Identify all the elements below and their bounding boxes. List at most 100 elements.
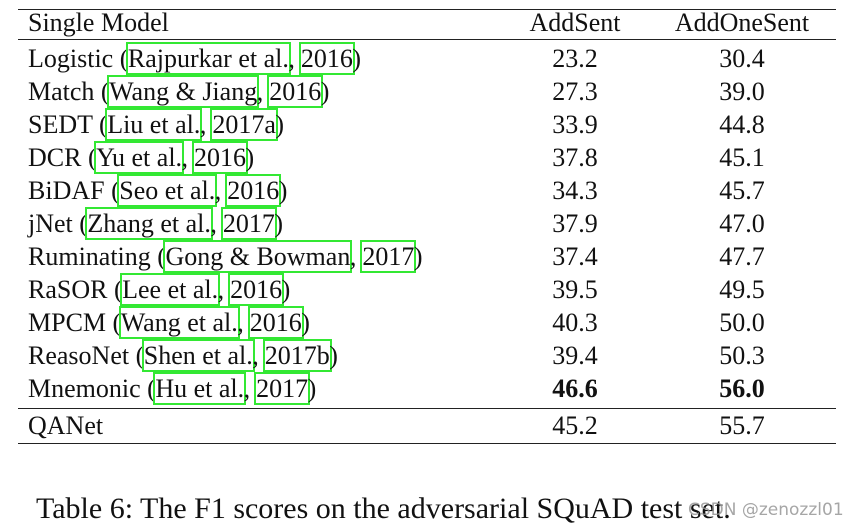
citation-link[interactable]: Zhang et al. (85, 207, 213, 240)
model-text: , (349, 242, 363, 271)
model-cell: Mnemonic (Hu et al., 2017) (28, 372, 317, 405)
model-text: QANet (28, 411, 104, 440)
score-cell: 23.2 (552, 44, 598, 73)
score-cell: 30.4 (719, 44, 765, 73)
watermark: CSDN @zenozzl01 (688, 500, 844, 520)
model-cell: RaSOR (Lee et al., 2016) (28, 273, 291, 306)
model-cell: Match (Wang & Jiang, 2016) (28, 75, 330, 108)
score-cell: 50.3 (719, 341, 765, 370)
citation-link[interactable]: 2016 (228, 273, 285, 306)
model-text: ) (301, 308, 310, 337)
model-text: , (243, 374, 257, 403)
model-cell: ReasoNet (Shen et al., 2017b) (28, 339, 338, 372)
top-rule (18, 9, 836, 10)
model-text: MPCM ( (28, 308, 122, 337)
citation-link[interactable]: Rajpurkar et al. (125, 42, 291, 75)
citation-link[interactable]: 2016 (225, 174, 282, 207)
model-text: , (210, 209, 224, 238)
citation-link[interactable]: 2017a (210, 108, 278, 141)
score-cell: 40.3 (552, 308, 598, 337)
model-text: ) (245, 143, 255, 172)
model-text: ) (352, 44, 362, 73)
bottom-rule (18, 443, 836, 444)
citation-link[interactable]: 2016 (267, 75, 324, 108)
model-text: , (237, 308, 251, 337)
score-cell: 55.7 (719, 411, 765, 440)
model-text: ) (278, 176, 288, 205)
score-cell: 44.8 (719, 110, 765, 139)
header-rule (18, 39, 836, 40)
score-cell: 37.4 (552, 242, 598, 271)
citation-link[interactable]: 2016 (298, 42, 355, 75)
model-text: ReasoNet ( (28, 341, 145, 370)
model-text: , (199, 110, 213, 139)
citation-link[interactable]: Lee et al. (120, 273, 221, 306)
score-cell: 37.8 (552, 143, 598, 172)
score-cell: 27.3 (552, 77, 598, 106)
score-cell: 39.5 (552, 275, 598, 304)
score-cell: 37.9 (552, 209, 598, 238)
score-cell: 49.5 (719, 275, 765, 304)
model-text: ) (413, 242, 423, 271)
model-text: , (256, 77, 270, 106)
citation-link[interactable]: 2016 (247, 306, 304, 339)
citation-link[interactable]: Wang et al. (118, 306, 240, 339)
model-text: , (181, 143, 195, 172)
score-cell: 33.9 (552, 110, 598, 139)
score-cell: 46.6 (552, 374, 598, 403)
model-text: SEDT ( (28, 110, 108, 139)
model-text: RaSOR ( (28, 275, 123, 304)
model-cell: QANet (28, 411, 103, 441)
citation-link[interactable]: 2017 (254, 372, 311, 405)
score-cell: 50.0 (719, 308, 765, 337)
citation-link[interactable]: 2017 (220, 207, 277, 240)
citation-link[interactable]: Shen et al. (141, 339, 255, 372)
score-cell: 45.7 (719, 176, 765, 205)
model-text: ) (274, 209, 284, 238)
model-text: ) (307, 374, 317, 403)
citation-link[interactable]: Seo et al. (117, 174, 218, 207)
score-cell: 39.4 (552, 341, 598, 370)
model-text: ) (281, 275, 291, 304)
model-text: Match ( (28, 77, 110, 106)
model-text: , (214, 176, 228, 205)
citation-link[interactable]: Hu et al. (153, 372, 247, 405)
model-text: ) (329, 341, 338, 370)
header-cell: AddOneSent (674, 8, 810, 37)
score-cell: 39.0 (719, 77, 765, 106)
score-cell: 56.0 (719, 374, 765, 403)
model-text: , (217, 275, 231, 304)
citation-link[interactable]: Wang & Jiang (107, 75, 260, 108)
score-cell: 45.1 (719, 143, 765, 172)
model-text: Logistic ( (28, 44, 129, 73)
citation-link[interactable]: Yu et al. (94, 141, 185, 174)
header-cell: Single Model (28, 8, 169, 37)
model-text: jNet ( (28, 209, 88, 238)
score-cell: 34.3 (552, 176, 598, 205)
model-cell: DCR (Yu et al., 2016) (28, 141, 255, 174)
model-text: BiDAF ( (28, 176, 120, 205)
model-text: , (252, 341, 266, 370)
separator-rule (18, 408, 836, 409)
citation-link[interactable]: Liu et al. (105, 108, 203, 141)
model-cell: BiDAF (Seo et al., 2016) (28, 174, 288, 207)
score-cell: 47.7 (719, 242, 765, 271)
model-cell: jNet (Zhang et al., 2017) (28, 207, 284, 240)
model-text: ) (275, 110, 285, 139)
caption: Table 6: The F1 scores on the adversaria… (36, 492, 731, 525)
model-text: , (288, 44, 302, 73)
citation-link[interactable]: 2017 (360, 240, 417, 273)
score-cell: 47.0 (719, 209, 765, 238)
citation-link[interactable]: Gong & Bowman (163, 240, 353, 273)
model-cell: MPCM (Wang et al., 2016) (28, 306, 310, 339)
score-cell: 45.2 (552, 411, 598, 440)
model-text: Ruminating ( (28, 242, 166, 271)
model-cell: Logistic (Rajpurkar et al., 2016) (28, 42, 362, 75)
model-text: Mnemonic ( (28, 374, 156, 403)
model-text: ) (320, 77, 330, 106)
header-cell: AddSent (529, 8, 621, 37)
citation-link[interactable]: 2017b (262, 339, 332, 372)
model-cell: SEDT (Liu et al., 2017a) (28, 108, 285, 141)
citation-link[interactable]: 2016 (192, 141, 249, 174)
